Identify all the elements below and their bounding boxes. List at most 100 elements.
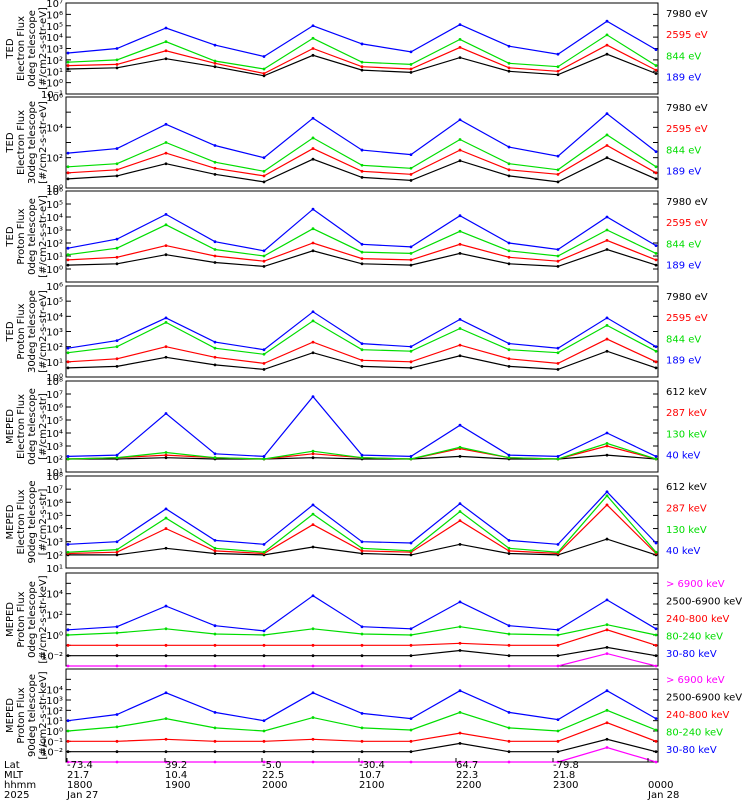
- data-point: [605, 598, 609, 602]
- legend-entry: 7980 eV: [666, 197, 708, 208]
- data-point: [360, 712, 364, 715]
- data-point: [360, 726, 364, 730]
- data-point: [213, 664, 217, 668]
- data-point: [556, 729, 560, 733]
- data-point: [115, 625, 119, 629]
- panel-frame: [65, 380, 659, 473]
- data-point: [262, 265, 266, 268]
- data-point: [409, 349, 413, 353]
- y-tick-label: 10⁴: [46, 429, 63, 440]
- data-point: [458, 689, 462, 693]
- data-point: [458, 625, 462, 629]
- data-point: [213, 160, 217, 164]
- y-tick-label: 10⁶: [46, 10, 63, 21]
- data-point: [360, 540, 364, 544]
- data-point: [605, 43, 609, 47]
- data-point: [654, 633, 658, 637]
- series-line-1: [67, 504, 657, 555]
- x-row-value: 10.4: [165, 770, 187, 781]
- series-line-2: [68, 629, 657, 646]
- data-point: [360, 739, 364, 743]
- data-point: [507, 145, 511, 149]
- data-point: [458, 760, 462, 764]
- data-point: [458, 242, 462, 246]
- y-tick-label: 10⁵: [46, 200, 63, 211]
- data-point: [605, 442, 609, 445]
- data-point: [360, 643, 364, 647]
- x-row-value: -5.0: [262, 760, 282, 771]
- data-point: [213, 643, 217, 647]
- data-point: [605, 503, 609, 507]
- data-point: [262, 180, 266, 184]
- y-tick-label: 10³: [46, 226, 63, 237]
- data-point: [311, 340, 315, 344]
- data-point: [360, 348, 364, 352]
- legend-entry: 240-800 keV: [666, 710, 730, 721]
- data-point: [115, 357, 119, 361]
- data-point: [66, 253, 70, 257]
- data-point: [605, 623, 609, 627]
- data-point: [507, 546, 511, 550]
- y-tick-label: 10⁵: [46, 22, 63, 33]
- data-point: [66, 366, 70, 370]
- data-point: [605, 133, 609, 137]
- data-point: [409, 549, 413, 553]
- y-axis-label: Electron Flux: [16, 110, 27, 175]
- data-point: [556, 664, 560, 668]
- y-tick-label: 10⁴: [46, 312, 63, 323]
- data-point: [311, 750, 315, 754]
- legend-entry: 7980 eV: [666, 292, 708, 303]
- y-tick-label: 10⁶: [46, 403, 63, 414]
- data-point: [213, 363, 217, 367]
- data-point: [164, 141, 168, 144]
- data-point: [115, 364, 119, 368]
- data-point: [213, 166, 217, 170]
- data-point: [654, 171, 658, 175]
- data-point: [115, 453, 119, 457]
- data-point: [66, 360, 70, 364]
- panel-frame: [65, 572, 659, 667]
- data-point: [262, 55, 266, 58]
- data-point: [507, 549, 511, 553]
- x-row-value: Jan 27: [66, 790, 98, 800]
- data-point: [654, 345, 658, 349]
- data-point: [654, 165, 658, 169]
- data-point: [458, 649, 462, 652]
- y-tick-label: 10⁵: [46, 416, 63, 427]
- data-point: [66, 455, 70, 458]
- data-point: [262, 729, 266, 733]
- data-point: [311, 594, 315, 598]
- data-point: [213, 340, 217, 344]
- data-point: [507, 66, 511, 70]
- data-point: [262, 542, 266, 546]
- panel-6: 10⁻² 10⁰ 10² 10⁴ MEPED Proton Flux 0deg telesc…: [5, 572, 742, 668]
- y-tick-label: 10²: [46, 455, 63, 466]
- data-point: [507, 632, 511, 636]
- data-point: [605, 652, 609, 655]
- data-point: [360, 632, 364, 636]
- data-point: [507, 255, 511, 259]
- legend-entry: 189 eV: [666, 260, 701, 271]
- panel-frame: [65, 96, 659, 189]
- data-point: [654, 360, 658, 364]
- data-point: [556, 52, 560, 56]
- data-point: [213, 65, 217, 69]
- y-tick-label: 10⁶: [46, 498, 63, 509]
- data-point: [311, 53, 315, 57]
- legend-entry: 7980 eV: [666, 9, 708, 20]
- data-point: [409, 360, 413, 364]
- data-point: [262, 368, 266, 371]
- data-point: [262, 348, 266, 352]
- y-axis-label: [#/cm2-s-str-eV]: [38, 290, 49, 373]
- y-axis-label: Proton Flux: [16, 687, 27, 743]
- y-tick-label: 10¹: [46, 717, 63, 728]
- x-row-value: -30.4: [359, 760, 385, 771]
- y-tick-label: 10⁴: [46, 33, 63, 44]
- panel-frame: [65, 285, 659, 378]
- x-row-value: 39.2: [165, 760, 187, 771]
- data-point: [458, 641, 462, 645]
- series-line-3: [67, 20, 657, 58]
- data-point: [605, 537, 609, 541]
- data-point: [311, 47, 315, 50]
